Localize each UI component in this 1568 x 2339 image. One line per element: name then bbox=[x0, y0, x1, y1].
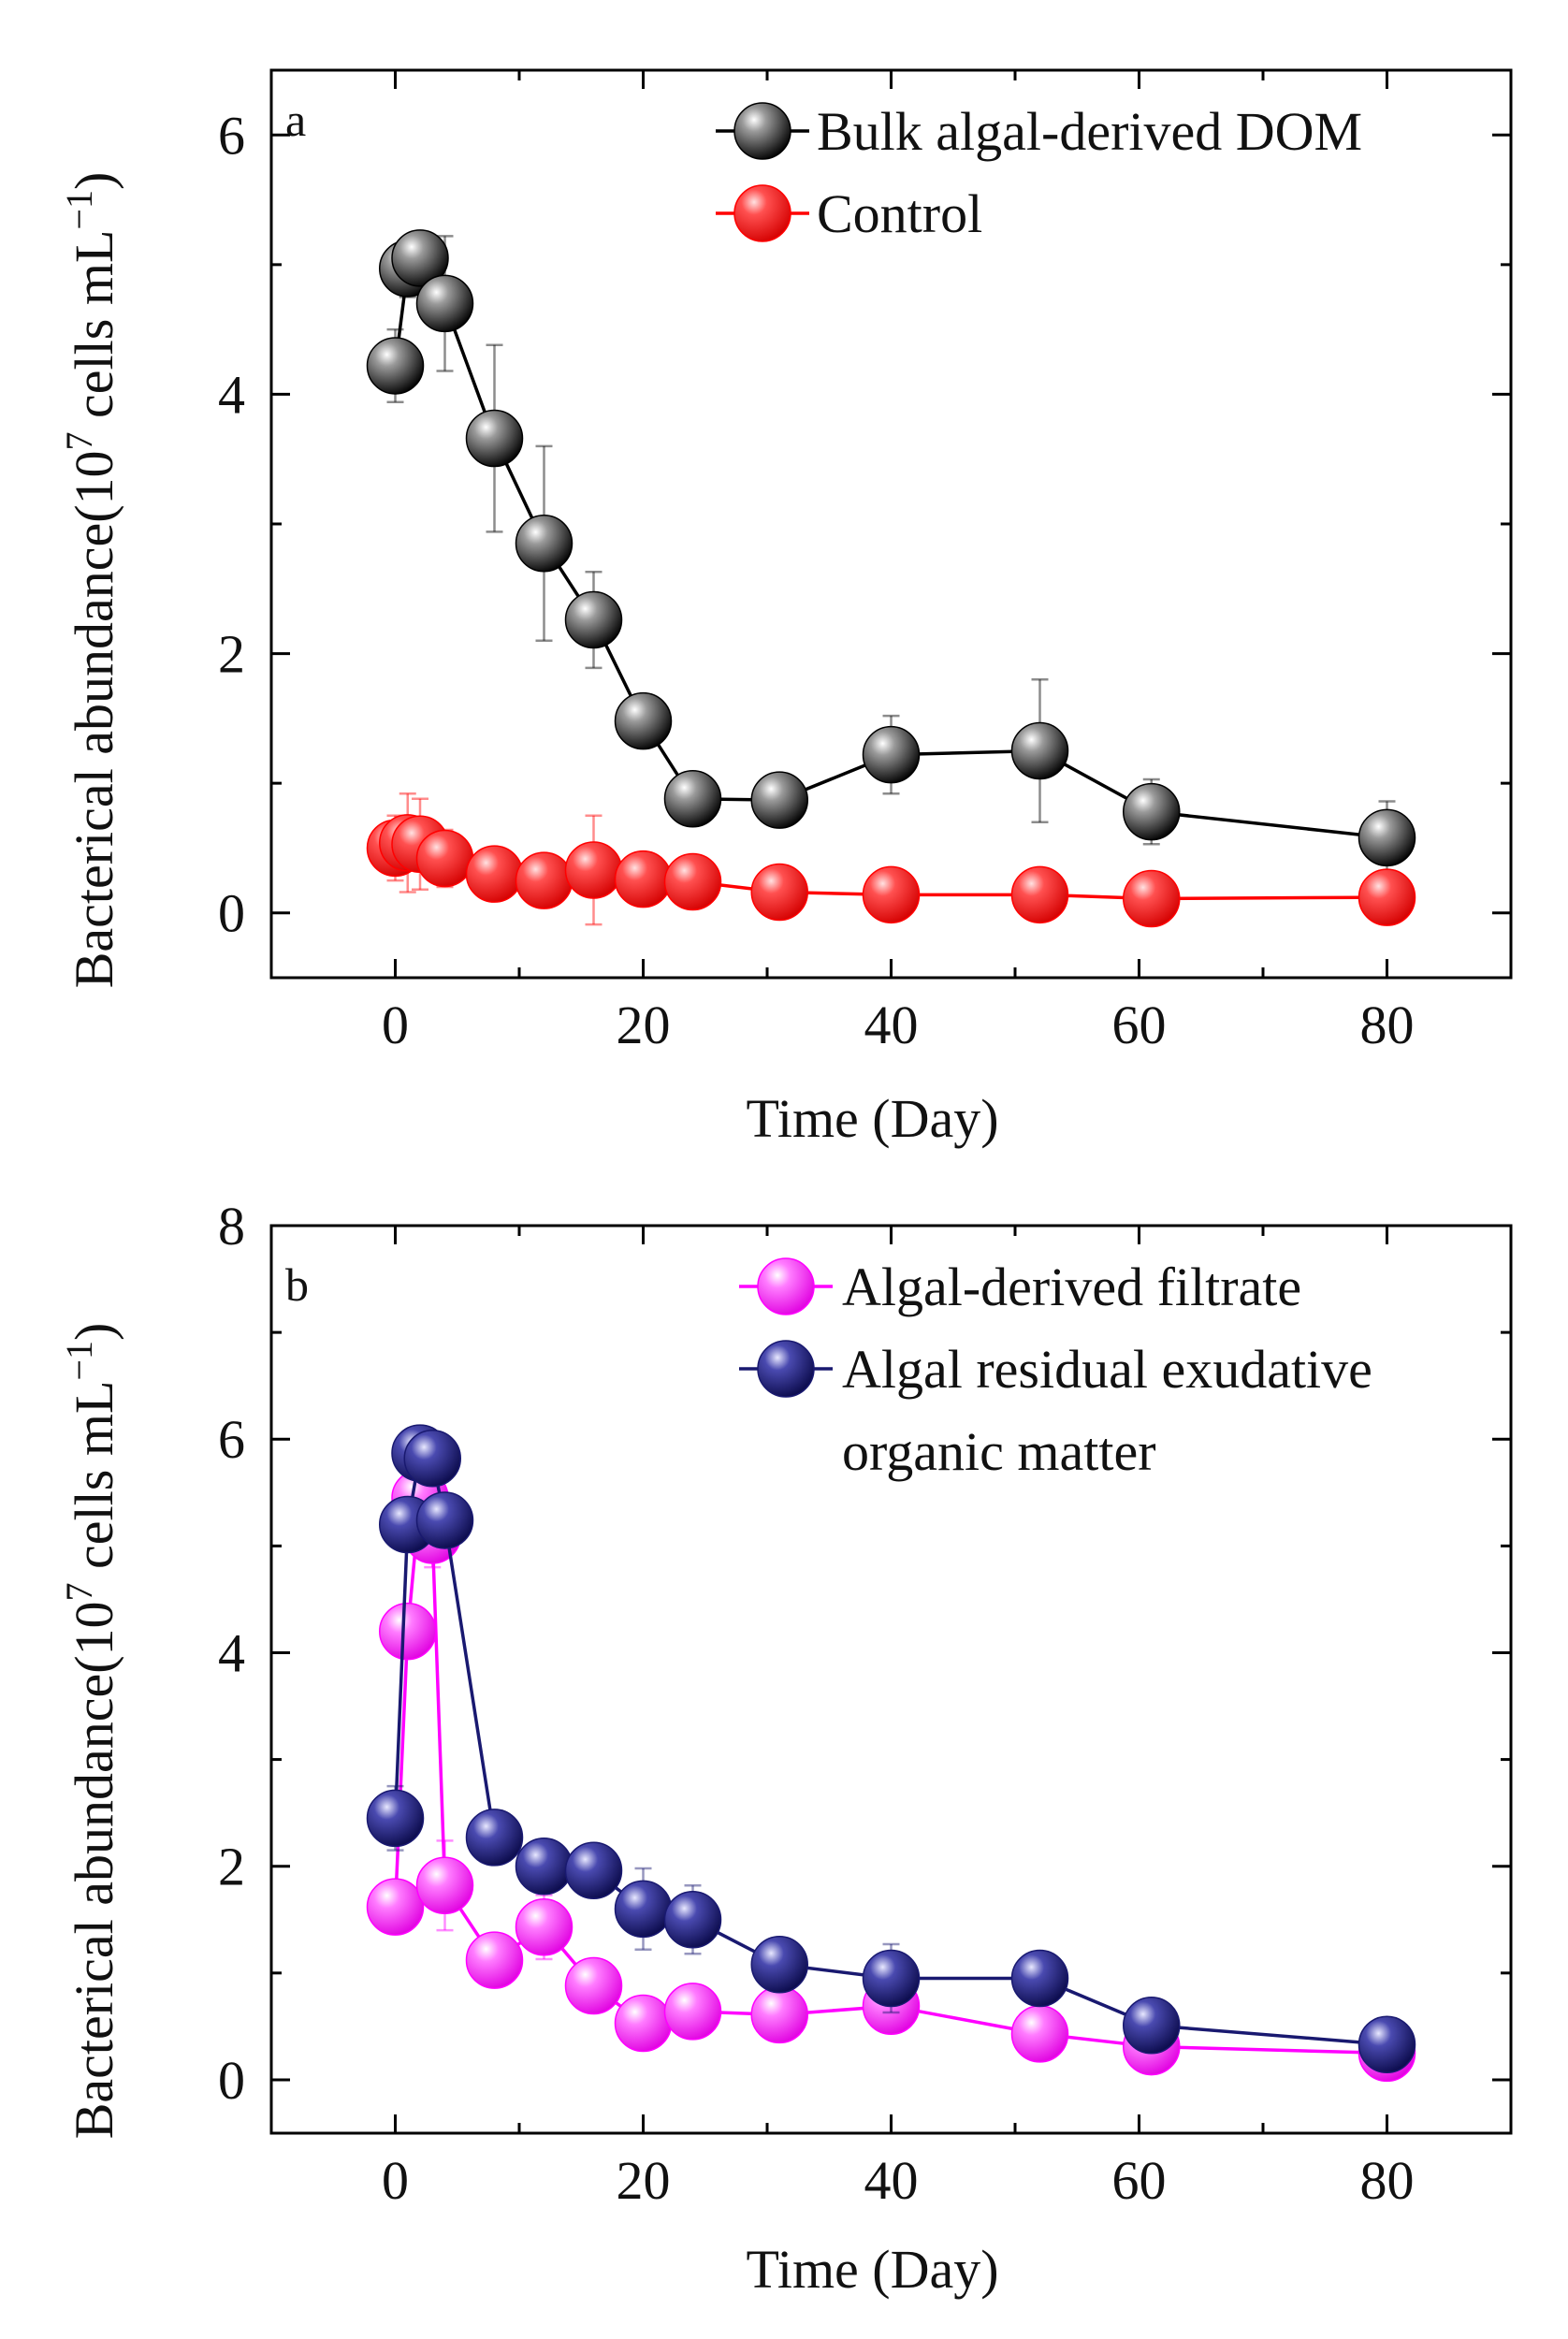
p0-series-0-point bbox=[1010, 721, 1069, 780]
p1-series-0-point bbox=[379, 1602, 437, 1661]
p0-series-0-point bbox=[663, 770, 722, 828]
p0-series-0-point bbox=[1123, 782, 1181, 841]
p1-series-1-point bbox=[564, 1841, 623, 1900]
p0-x-tick-label: 60 bbox=[1112, 995, 1167, 1055]
p0-panel-label: a bbox=[285, 94, 306, 146]
p0-x-tick-label: 0 bbox=[382, 995, 409, 1055]
p1-series-1-point bbox=[750, 1935, 808, 1994]
p1-series-0-point bbox=[1010, 2005, 1069, 2063]
p0-y-axis-title-suffix: ) bbox=[64, 172, 124, 190]
p1-x-tick-label: 60 bbox=[1112, 2150, 1167, 2211]
p1-y-axis-title-suffix: ) bbox=[64, 1323, 124, 1341]
p0-series-0-point bbox=[750, 771, 808, 829]
p1-series-1-point bbox=[403, 1430, 461, 1488]
p1-x-tick-label: 40 bbox=[864, 2150, 919, 2211]
p1-series-1-point bbox=[663, 1891, 722, 1949]
p1-x-tick-label: 80 bbox=[1360, 2150, 1415, 2211]
p0-series-1-point bbox=[1357, 868, 1416, 926]
p1-series-1-point bbox=[515, 1837, 573, 1896]
p0-series-0 bbox=[366, 229, 1416, 876]
p1-y-axis-title-prefix: Bacterical abundance(10 bbox=[64, 1601, 124, 2139]
p0-series-0-point bbox=[465, 409, 524, 468]
p0-x-tick-label: 20 bbox=[617, 995, 671, 1055]
p1-y-tick-label: 8 bbox=[218, 1196, 245, 1257]
p0-series-0-point bbox=[862, 725, 921, 784]
p1-panel-label: b bbox=[285, 1258, 309, 1311]
p1-x-tick-label: 20 bbox=[617, 2150, 671, 2211]
p0-y-axis-title-prefix: Bacterical abundance(10 bbox=[64, 450, 124, 988]
p1-y-tick-label: 6 bbox=[218, 1409, 245, 1470]
p1-series-1-point bbox=[1357, 2015, 1416, 2074]
p1-series-1-point bbox=[1010, 1949, 1069, 2008]
p0-series-1-point bbox=[465, 845, 524, 903]
p0-series-1-point bbox=[862, 865, 921, 924]
p0-x-tick-label: 40 bbox=[864, 995, 919, 1055]
p1-series-1-point bbox=[465, 1809, 524, 1867]
p0-series-1-point bbox=[1123, 869, 1181, 928]
p0-series-0-point bbox=[415, 274, 474, 333]
p1-series-1-point bbox=[415, 1491, 474, 1549]
p0-y-axis-title: Bacterical abundance(107 cells mL−1) bbox=[58, 172, 125, 989]
p1-y-tick-label: 0 bbox=[218, 2050, 245, 2111]
p0-series-0-point bbox=[366, 337, 425, 395]
p0-y-tick-label: 2 bbox=[218, 624, 245, 685]
p0-series-1-point bbox=[663, 852, 722, 911]
p0-x-tick-label: 80 bbox=[1360, 995, 1415, 1055]
p0-y-axis-title-exp1: 7 bbox=[58, 431, 100, 450]
p0-series-1-point bbox=[1010, 865, 1069, 924]
p0-series-1-point bbox=[614, 850, 673, 908]
p0-series-1-point bbox=[564, 841, 623, 899]
p1-y-axis-title-exp1: 7 bbox=[58, 1582, 100, 1601]
p1-legend: Algal-derived filtrate Algal residual exu… bbox=[739, 1257, 1372, 1482]
p1-series-0-point bbox=[465, 1931, 524, 1989]
p1-series-0-point bbox=[750, 1985, 808, 2044]
p1-legend-marker-0 bbox=[757, 1257, 815, 1315]
p0-series-0-point bbox=[391, 229, 449, 287]
p0-y-tick-label: 0 bbox=[218, 883, 245, 944]
p0-series-1-point bbox=[750, 863, 808, 922]
p0-series-1 bbox=[366, 792, 1416, 928]
p1-y-tick-label: 2 bbox=[218, 1837, 245, 1897]
p1-x-axis-title: Time (Day) bbox=[746, 2239, 998, 2300]
p0-y-axis-title-middle: cells mL bbox=[64, 230, 124, 432]
p0-series-0-point bbox=[614, 691, 673, 750]
p1-series-0-point bbox=[614, 1994, 673, 2053]
p1-y-axis-title-middle: cells mL bbox=[64, 1381, 124, 1583]
p1-series-0-point bbox=[515, 1898, 573, 1956]
panel-a: 0 20 40 60 80 0 2 4 6 Time (Day) Bacterical abunda… bbox=[58, 68, 1513, 1149]
p1-series-1-point bbox=[1123, 1996, 1181, 2055]
p1-series-0-point bbox=[564, 1956, 623, 2015]
p0-series-0-point bbox=[515, 515, 573, 573]
p0-y-tick-label: 6 bbox=[218, 105, 245, 166]
p1-y-axis-title: Bacterical abundance(107 cells mL−1) bbox=[58, 1323, 125, 2140]
p0-y-tick-label: 4 bbox=[218, 364, 245, 425]
p1-y-axis-title-exp2: −1 bbox=[58, 1341, 100, 1381]
p0-series-1-point bbox=[415, 829, 474, 888]
p0-legend-marker-0 bbox=[733, 102, 791, 160]
p0-legend-label-1: Control bbox=[817, 183, 982, 244]
p1-series-0-point bbox=[663, 1983, 722, 2041]
panel-b: 0 20 40 60 80 0 2 4 6 8 Time (Day) Bacterical abund… bbox=[58, 1196, 1513, 2300]
p1-series-0-point bbox=[415, 1856, 474, 1914]
p0-series-0-point bbox=[1357, 808, 1416, 867]
p1-y-tick-label: 4 bbox=[218, 1622, 245, 1683]
p1-series-0-point bbox=[366, 1878, 425, 1936]
p0-series-1-point bbox=[515, 851, 573, 909]
p1-series-1 bbox=[366, 1424, 1416, 2074]
p1-legend-label-1: Algal residual exudative bbox=[842, 1339, 1372, 1400]
p0-x-axis-title: Time (Day) bbox=[746, 1088, 998, 1149]
p1-legend-label-0: Algal-derived filtrate bbox=[842, 1257, 1301, 1317]
p0-legend-marker-1 bbox=[733, 184, 791, 242]
p1-legend-marker-1 bbox=[757, 1340, 815, 1398]
p0-series-0-point bbox=[564, 590, 623, 649]
p1-series-1-point bbox=[614, 1880, 673, 1939]
p0-y-axis-title-exp2: −1 bbox=[58, 190, 100, 230]
p1-series-1-point bbox=[862, 1949, 921, 2008]
p0-legend-label-0: Bulk algal-derived DOM bbox=[817, 101, 1362, 162]
p1-series-1-point bbox=[366, 1789, 425, 1848]
p1-legend-label-1: organic matter bbox=[842, 1421, 1156, 1482]
p1-x-tick-label: 0 bbox=[382, 2150, 409, 2211]
p0-legend: Bulk algal-derived DOM Control bbox=[716, 101, 1362, 244]
